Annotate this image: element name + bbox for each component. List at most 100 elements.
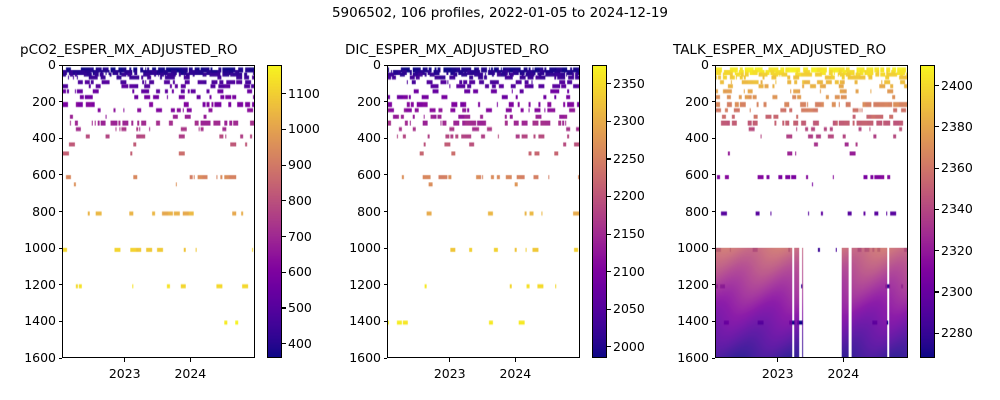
- heatmap-mesh-2: [716, 66, 907, 357]
- y-tick-2-4: [711, 211, 715, 213]
- colorbar-tick-label-1-1: 2050: [613, 301, 645, 317]
- colorbar-tick-label-0-0: 400: [288, 335, 312, 351]
- colorbar-gradient-2: [921, 66, 934, 357]
- colorbar-tick-0-5: [282, 164, 286, 166]
- y-tick-0-6: [58, 284, 62, 286]
- heatmap-panel-2[interactable]: [715, 65, 908, 358]
- y-tick-label-1-7: 1400: [349, 313, 381, 329]
- colorbar-tick-2-2: [935, 250, 939, 252]
- y-tick-1-7: [383, 320, 387, 322]
- colorbar-tick-label-0-6: 1000: [288, 121, 320, 137]
- colorbar-0[interactable]: [267, 65, 282, 358]
- y-tick-2-0: [711, 64, 715, 66]
- x-tick-2-1: [842, 358, 844, 362]
- colorbar-tick-label-2-6: 2400: [941, 77, 973, 93]
- y-tick-0-5: [58, 247, 62, 249]
- heatmap-panel-0[interactable]: [62, 65, 255, 358]
- figure-suptitle: 5906502, 106 profiles, 2022-01-05 to 202…: [331, 5, 669, 21]
- colorbar-tick-2-6: [935, 85, 939, 87]
- y-tick-label-2-3: 600: [685, 166, 709, 182]
- heatmap-mesh-0: [63, 66, 254, 357]
- y-tick-label-2-2: 400: [685, 130, 709, 146]
- colorbar-tick-0-6: [282, 128, 286, 130]
- x-tick-2-0: [777, 358, 779, 362]
- y-tick-0-0: [58, 64, 62, 66]
- y-tick-0-1: [58, 101, 62, 103]
- colorbar-tick-label-2-5: 2380: [941, 118, 973, 134]
- y-tick-label-1-5: 1000: [349, 240, 381, 256]
- colorbar-tick-label-2-2: 2320: [941, 242, 973, 258]
- colorbar-tick-2-1: [935, 291, 939, 293]
- colorbar-tick-label-2-4: 2360: [941, 160, 973, 176]
- y-tick-2-7: [711, 320, 715, 322]
- colorbar-tick-label-1-2: 2100: [613, 263, 645, 279]
- colorbar-tick-label-2-3: 2340: [941, 201, 973, 217]
- panel-title-2: TALK_ESPER_MX_ADJUSTED_RO: [673, 42, 887, 58]
- x-tick-label-2-0: 2023: [761, 366, 794, 381]
- y-tick-label-2-0: 0: [701, 57, 709, 72]
- x-tick-label-1-0: 2023: [433, 366, 466, 381]
- colorbar-tick-label-0-5: 900: [288, 157, 312, 173]
- y-tick-label-1-1: 200: [357, 93, 381, 109]
- colorbar-tick-1-2: [607, 271, 611, 273]
- colorbar-tick-2-5: [935, 126, 939, 128]
- colorbar-tick-label-0-4: 800: [288, 192, 312, 208]
- colorbar-tick-label-2-0: 2280: [941, 325, 973, 341]
- x-tick-0-0: [124, 358, 126, 362]
- y-tick-2-3: [711, 174, 715, 176]
- y-tick-0-4: [58, 211, 62, 213]
- y-tick-2-5: [711, 247, 715, 249]
- y-tick-label-1-4: 800: [357, 203, 381, 219]
- y-tick-2-1: [711, 101, 715, 103]
- y-tick-1-1: [383, 101, 387, 103]
- colorbar-tick-1-4: [607, 195, 611, 198]
- colorbar-gradient-1: [593, 66, 606, 357]
- y-tick-label-2-4: 800: [685, 203, 709, 219]
- y-tick-label-0-6: 1200: [24, 276, 56, 292]
- y-tick-label-1-2: 400: [357, 130, 381, 146]
- y-tick-label-0-7: 1400: [24, 313, 56, 329]
- colorbar-gradient-0: [268, 66, 281, 357]
- x-tick-0-1: [189, 358, 191, 362]
- x-tick-label-0-0: 2023: [108, 366, 141, 381]
- colorbar-2[interactable]: [920, 65, 935, 358]
- y-tick-label-0-0: 0: [48, 57, 56, 72]
- colorbar-tick-label-1-0: 2000: [613, 338, 645, 354]
- y-tick-label-1-0: 0: [373, 57, 381, 72]
- colorbar-tick-2-4: [935, 167, 939, 169]
- y-tick-label-0-3: 600: [32, 166, 56, 182]
- heatmap-mesh-1: [388, 66, 579, 357]
- y-tick-label-0-2: 400: [32, 130, 56, 146]
- colorbar-tick-0-2: [282, 271, 286, 273]
- y-tick-label-0-5: 1000: [24, 240, 56, 256]
- x-tick-1-0: [449, 358, 451, 362]
- y-tick-1-6: [383, 284, 387, 286]
- y-tick-1-8: [383, 357, 387, 359]
- colorbar-tick-0-3: [282, 236, 286, 238]
- panel-title-1: DIC_ESPER_MX_ADJUSTED_RO: [345, 42, 550, 58]
- colorbar-tick-0-7: [282, 93, 286, 95]
- y-tick-label-2-6: 1200: [677, 276, 709, 292]
- colorbar-tick-label-1-5: 2250: [613, 150, 645, 166]
- colorbar-1[interactable]: [592, 65, 607, 358]
- y-tick-1-2: [383, 137, 387, 139]
- y-tick-0-3: [58, 174, 62, 176]
- colorbar-tick-0-0: [282, 343, 286, 345]
- colorbar-tick-1-6: [607, 120, 611, 122]
- colorbar-tick-0-1: [282, 307, 286, 309]
- colorbar-tick-label-0-1: 500: [288, 299, 312, 315]
- x-tick-label-1-1: 2024: [499, 366, 532, 381]
- colorbar-tick-1-0: [607, 346, 611, 348]
- colorbar-tick-label-0-7: 1100: [288, 85, 320, 101]
- x-tick-1-1: [514, 358, 516, 362]
- y-tick-label-0-4: 800: [32, 203, 56, 219]
- panel-title-0: pCO2_ESPER_MX_ADJUSTED_RO: [20, 42, 238, 58]
- y-tick-label-1-8: 1600: [349, 350, 381, 365]
- y-tick-2-8: [711, 357, 715, 359]
- y-tick-2-6: [711, 284, 715, 286]
- y-tick-label-1-3: 600: [357, 166, 381, 182]
- colorbar-tick-label-2-1: 2300: [941, 283, 973, 299]
- heatmap-panel-1[interactable]: [387, 65, 580, 358]
- colorbar-tick-1-3: [607, 233, 611, 235]
